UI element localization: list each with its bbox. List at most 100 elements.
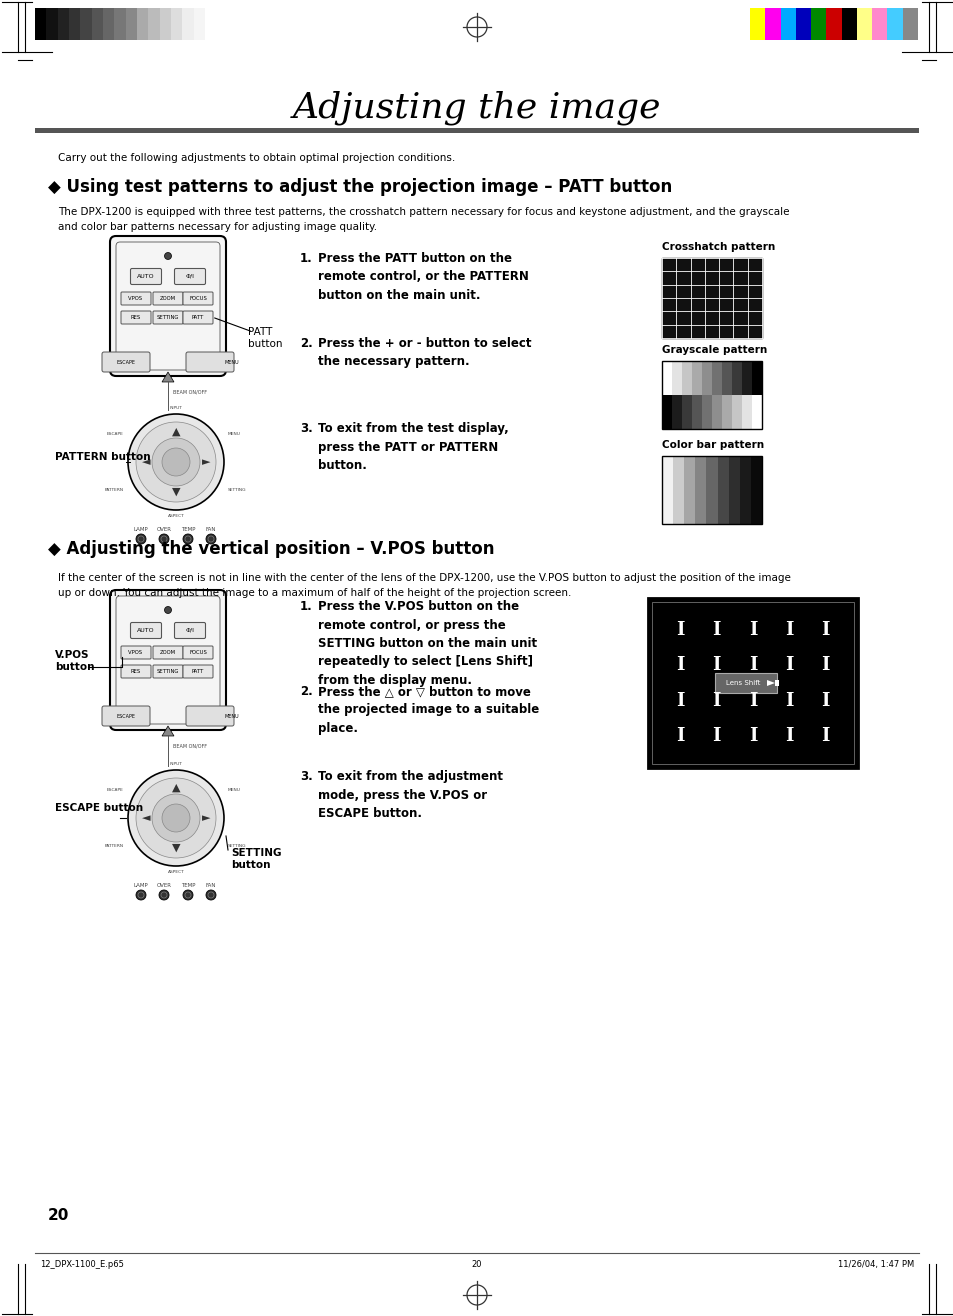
Text: To exit from the adjustment
mode, press the V.POS or
ESCAPE button.: To exit from the adjustment mode, press … (317, 770, 502, 820)
Text: PATT
button: PATT button (248, 326, 282, 349)
Text: I: I (821, 657, 829, 674)
Bar (721, 395, 731, 429)
Text: Carry out the following adjustments to obtain optimal projection conditions.: Carry out the following adjustments to o… (58, 153, 455, 163)
Bar (810, 8, 825, 39)
Text: I: I (748, 692, 757, 709)
Circle shape (136, 890, 146, 900)
Text: PATTERN button: PATTERN button (55, 451, 151, 462)
Bar (171, 8, 182, 39)
Text: SETTING: SETTING (156, 315, 179, 320)
Circle shape (159, 534, 169, 544)
Bar (35, 128, 918, 133)
Bar (671, 361, 681, 395)
Text: I: I (784, 657, 793, 674)
Text: Adjusting the image: Adjusting the image (293, 91, 660, 125)
Bar (148, 8, 159, 39)
Circle shape (183, 534, 193, 544)
Text: AUTO: AUTO (137, 628, 154, 633)
Text: Press the PATT button on the
remote control, or the PATTERN
button on the main u: Press the PATT button on the remote cont… (317, 251, 528, 301)
FancyBboxPatch shape (102, 705, 150, 726)
Circle shape (162, 447, 190, 476)
Bar (701, 361, 711, 395)
FancyBboxPatch shape (152, 665, 183, 678)
Bar (661, 457, 761, 524)
Text: ASPECT: ASPECT (168, 515, 184, 519)
Text: I: I (748, 728, 757, 745)
FancyBboxPatch shape (131, 268, 161, 284)
Bar (749, 8, 764, 39)
Text: ZOOM: ZOOM (160, 650, 176, 655)
Text: I: I (784, 621, 793, 638)
Text: 11/26/04, 1:47 PM: 11/26/04, 1:47 PM (837, 1259, 913, 1269)
FancyBboxPatch shape (152, 311, 183, 324)
Text: TEMP: TEMP (180, 526, 195, 532)
Text: ESCAPE: ESCAPE (116, 713, 135, 719)
Bar (886, 8, 902, 39)
Bar (661, 361, 671, 395)
Text: Press the V.POS button on the
remote control, or press the
SETTING button on the: Press the V.POS button on the remote con… (317, 600, 537, 687)
Text: LAMP: LAMP (133, 883, 149, 888)
Text: I: I (748, 657, 757, 674)
Text: OVER: OVER (156, 526, 172, 532)
Text: 3.: 3. (299, 770, 313, 783)
Bar (751, 395, 761, 429)
Text: ▼: ▼ (172, 844, 180, 853)
Text: I: I (712, 728, 720, 745)
FancyBboxPatch shape (174, 622, 205, 638)
Circle shape (152, 794, 200, 842)
Bar (731, 395, 741, 429)
Text: Press the △ or ▽ button to move
the projected image to a suitable
place.: Press the △ or ▽ button to move the proj… (317, 686, 538, 736)
Text: I: I (748, 621, 757, 638)
Text: Grayscale pattern: Grayscale pattern (661, 345, 766, 355)
Bar (706, 457, 717, 524)
Bar (57, 8, 69, 39)
Text: I: I (784, 728, 793, 745)
Text: FOCUS: FOCUS (189, 650, 207, 655)
Bar (841, 8, 856, 39)
Polygon shape (162, 726, 173, 736)
Circle shape (183, 890, 193, 900)
Text: ▲: ▲ (172, 783, 180, 794)
Bar (661, 258, 761, 338)
FancyBboxPatch shape (110, 590, 226, 730)
Text: ESCAPE: ESCAPE (107, 788, 124, 792)
Text: ESCAPE: ESCAPE (116, 359, 135, 365)
Circle shape (159, 890, 169, 900)
FancyBboxPatch shape (183, 665, 213, 678)
Text: Φ/I: Φ/I (185, 628, 194, 633)
Text: Crosshatch pattern: Crosshatch pattern (661, 242, 775, 251)
Text: 1.: 1. (299, 600, 313, 613)
Bar (871, 8, 886, 39)
Text: Press the + or - button to select
the necessary pattern.: Press the + or - button to select the ne… (317, 337, 531, 368)
Text: ▲: ▲ (172, 426, 180, 437)
Circle shape (206, 890, 215, 900)
FancyBboxPatch shape (174, 268, 205, 284)
Text: ►: ► (201, 457, 210, 467)
Bar (721, 361, 731, 395)
Text: AUTO: AUTO (137, 274, 154, 279)
Text: MENU: MENU (228, 432, 240, 436)
Text: ◄: ◄ (142, 813, 150, 822)
Bar (717, 457, 728, 524)
Circle shape (136, 534, 146, 544)
Text: Lens Shift: Lens Shift (725, 680, 760, 686)
Bar (137, 8, 148, 39)
Text: ▼: ▼ (172, 487, 180, 497)
Bar (661, 258, 761, 338)
Text: PATTERN: PATTERN (105, 844, 124, 848)
FancyBboxPatch shape (110, 236, 226, 376)
Text: ►: ► (201, 813, 210, 822)
Bar (683, 457, 695, 524)
Bar (661, 395, 671, 429)
Text: BEAM ON/OFF: BEAM ON/OFF (172, 390, 207, 395)
Bar (47, 8, 57, 39)
Bar (159, 8, 171, 39)
FancyBboxPatch shape (183, 292, 213, 305)
FancyBboxPatch shape (186, 351, 233, 372)
FancyBboxPatch shape (121, 311, 151, 324)
FancyBboxPatch shape (186, 705, 233, 726)
Bar (780, 8, 795, 39)
Text: RES: RES (131, 669, 141, 674)
Text: 1.: 1. (299, 251, 313, 265)
Bar (182, 8, 193, 39)
